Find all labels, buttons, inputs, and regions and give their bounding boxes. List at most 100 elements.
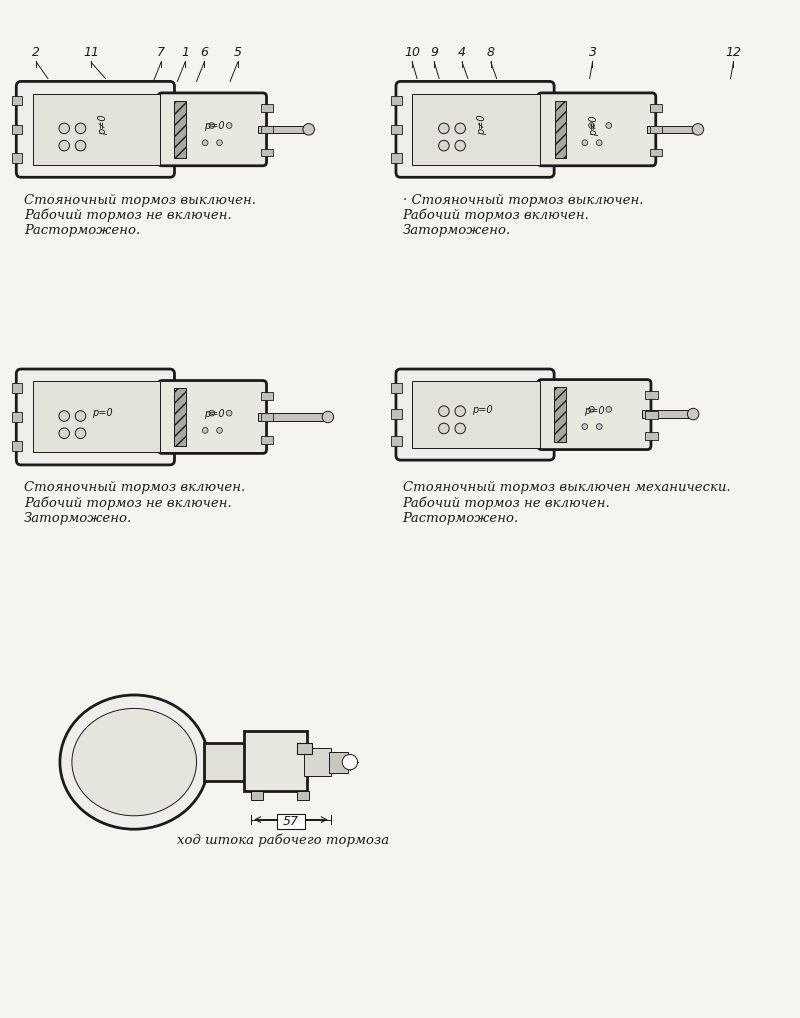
FancyBboxPatch shape bbox=[16, 81, 174, 177]
Circle shape bbox=[438, 423, 449, 434]
Bar bbox=[650, 105, 662, 112]
Bar bbox=[412, 382, 540, 448]
Circle shape bbox=[75, 140, 86, 151]
FancyBboxPatch shape bbox=[538, 380, 651, 450]
Ellipse shape bbox=[72, 709, 197, 815]
Bar bbox=[261, 105, 274, 112]
Circle shape bbox=[75, 410, 86, 421]
Bar bbox=[647, 125, 695, 133]
Text: р≠0: р≠0 bbox=[590, 116, 599, 136]
Text: 11: 11 bbox=[83, 47, 99, 59]
Circle shape bbox=[202, 139, 208, 146]
Bar bbox=[261, 125, 274, 133]
Text: 4: 4 bbox=[458, 47, 466, 59]
Circle shape bbox=[202, 428, 208, 434]
Bar bbox=[261, 413, 274, 420]
Circle shape bbox=[455, 123, 466, 133]
Bar bbox=[11, 124, 22, 134]
Bar bbox=[391, 409, 402, 418]
Bar bbox=[245, 731, 306, 791]
Text: р=0: р=0 bbox=[93, 407, 113, 417]
Bar bbox=[174, 388, 186, 446]
Bar bbox=[391, 384, 402, 393]
Bar bbox=[277, 813, 306, 830]
Bar bbox=[251, 791, 262, 800]
Bar bbox=[646, 433, 658, 440]
Text: р=0: р=0 bbox=[584, 406, 605, 416]
Text: 57: 57 bbox=[283, 815, 299, 828]
Bar bbox=[261, 392, 274, 400]
Text: 6: 6 bbox=[200, 47, 208, 59]
Bar bbox=[11, 412, 22, 421]
Text: 7: 7 bbox=[157, 47, 165, 59]
Bar bbox=[304, 747, 330, 777]
Text: 9: 9 bbox=[430, 47, 438, 59]
FancyBboxPatch shape bbox=[158, 93, 266, 166]
Bar bbox=[33, 382, 160, 452]
Text: р≠0: р≠0 bbox=[478, 115, 487, 135]
Circle shape bbox=[59, 428, 70, 439]
Circle shape bbox=[582, 139, 588, 146]
Circle shape bbox=[59, 123, 70, 133]
Circle shape bbox=[596, 139, 602, 146]
Bar bbox=[554, 387, 566, 442]
Bar bbox=[258, 413, 325, 420]
Circle shape bbox=[209, 122, 214, 128]
Text: 1: 1 bbox=[181, 47, 189, 59]
Circle shape bbox=[217, 139, 222, 146]
Text: 3: 3 bbox=[589, 47, 597, 59]
Bar bbox=[555, 101, 566, 158]
Bar bbox=[650, 125, 662, 133]
Bar bbox=[298, 743, 311, 754]
Bar bbox=[258, 125, 306, 133]
Circle shape bbox=[438, 140, 449, 151]
Text: р≠0: р≠0 bbox=[98, 115, 108, 135]
Circle shape bbox=[59, 410, 70, 421]
Text: Стояночный тормоз включен.
Рабочий тормоз не включен.
Заторможено.: Стояночный тормоз включен. Рабочий тормо… bbox=[24, 482, 246, 525]
Circle shape bbox=[75, 123, 86, 133]
Circle shape bbox=[217, 428, 222, 434]
Circle shape bbox=[75, 428, 86, 439]
Circle shape bbox=[303, 123, 314, 135]
Circle shape bbox=[606, 406, 612, 412]
Circle shape bbox=[226, 410, 232, 416]
FancyBboxPatch shape bbox=[16, 370, 174, 465]
FancyBboxPatch shape bbox=[396, 370, 554, 460]
Text: Стояночный тормоз выключен.
Рабочий тормоз не включен.
Расторможено.: Стояночный тормоз выключен. Рабочий торм… bbox=[24, 193, 256, 237]
Circle shape bbox=[692, 123, 704, 135]
Circle shape bbox=[455, 423, 466, 434]
Bar bbox=[11, 154, 22, 163]
Circle shape bbox=[596, 423, 602, 430]
Bar bbox=[646, 411, 658, 418]
FancyBboxPatch shape bbox=[158, 381, 266, 453]
Bar bbox=[261, 149, 274, 156]
Bar bbox=[11, 441, 22, 451]
Text: 5: 5 bbox=[234, 47, 242, 59]
Circle shape bbox=[582, 423, 588, 430]
Text: 2: 2 bbox=[33, 47, 41, 59]
Bar bbox=[391, 96, 402, 106]
Circle shape bbox=[438, 406, 449, 416]
Bar bbox=[642, 410, 690, 418]
Ellipse shape bbox=[60, 695, 209, 830]
Circle shape bbox=[589, 406, 594, 412]
Bar bbox=[650, 149, 662, 156]
Bar bbox=[11, 96, 22, 106]
Circle shape bbox=[606, 122, 612, 128]
Bar bbox=[412, 94, 540, 165]
Text: 10: 10 bbox=[404, 47, 420, 59]
Bar bbox=[298, 791, 309, 800]
Circle shape bbox=[438, 123, 449, 133]
Text: р=0: р=0 bbox=[472, 405, 493, 415]
Bar bbox=[11, 384, 22, 393]
Circle shape bbox=[226, 122, 232, 128]
Bar bbox=[391, 124, 402, 134]
FancyBboxPatch shape bbox=[396, 81, 554, 177]
Circle shape bbox=[209, 410, 214, 416]
Text: · Стояночный тормоз выключен.
Рабочий тормоз включен.
Заторможено.: · Стояночный тормоз выключен. Рабочий то… bbox=[402, 193, 643, 237]
Bar bbox=[646, 391, 658, 399]
Circle shape bbox=[322, 411, 334, 422]
Bar bbox=[391, 436, 402, 446]
Text: ход штока рабочего тормоза: ход штока рабочего тормоза bbox=[178, 833, 390, 847]
Circle shape bbox=[589, 122, 594, 128]
